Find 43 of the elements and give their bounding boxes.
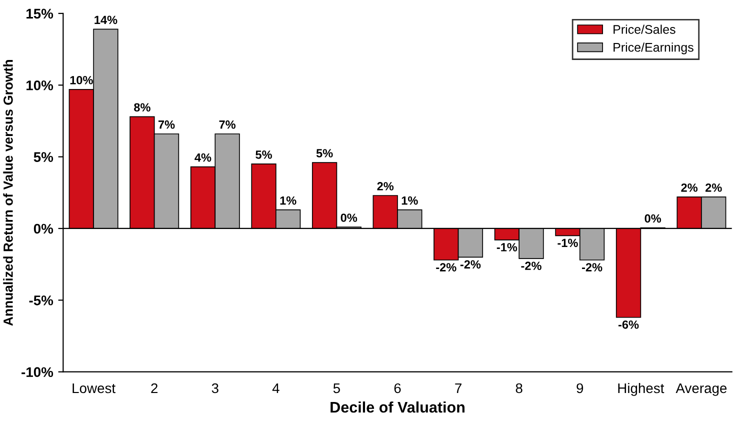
x-tick-label: 2 — [151, 383, 158, 394]
data-label: 2% — [681, 183, 698, 192]
data-label: -1% — [558, 238, 578, 248]
y-tick-label: 0% — [34, 224, 54, 234]
y-tick-label: -10% — [22, 367, 54, 378]
data-label: 1% — [402, 196, 418, 205]
x-tick-label: Average — [676, 383, 727, 396]
x-tick-label: 8 — [516, 383, 522, 394]
x-tick-label: 3 — [212, 383, 218, 394]
x-tick-label: 4 — [272, 383, 280, 394]
x-axis-title: Decile of Valuation — [330, 401, 464, 413]
data-label: 2% — [705, 183, 722, 192]
data-label: -2% — [582, 263, 602, 272]
data-label: 14% — [94, 16, 118, 24]
data-label: -2% — [521, 262, 542, 270]
data-label: 0% — [644, 214, 662, 223]
data-label: 1% — [280, 196, 296, 205]
x-tick-label: 5 — [333, 383, 340, 394]
data-label: 8% — [134, 103, 150, 112]
data-label: 7% — [158, 120, 175, 129]
y-axis-title: Annualized Return of Value versus Growth — [3, 60, 13, 326]
legend-label: Price/Sales — [614, 24, 676, 34]
data-label: 2% — [377, 182, 394, 190]
data-label: 0% — [340, 214, 358, 222]
legend-label: Price/Earnings — [614, 42, 694, 54]
y-tick-label: 5% — [34, 152, 54, 162]
data-label: 5% — [316, 149, 333, 158]
x-tick-label: Lowest — [72, 383, 116, 394]
data-label: 5% — [256, 150, 272, 159]
y-tick-label: 10% — [26, 80, 54, 90]
data-label: -6% — [618, 320, 639, 329]
data-label: -2% — [436, 263, 456, 272]
x-tick-label: 6 — [394, 383, 401, 394]
data-label: 4% — [194, 153, 212, 162]
y-tick-label: 15% — [26, 8, 54, 19]
data-label: 10% — [70, 76, 93, 84]
x-tick-label: 7 — [455, 383, 462, 394]
data-label: 7% — [219, 120, 236, 129]
x-tick-label: 9 — [576, 383, 584, 394]
x-tick-label: Highest — [618, 382, 664, 396]
data-label: -1% — [496, 243, 518, 252]
data-label: -2% — [460, 260, 481, 269]
y-tick-label: -5% — [29, 296, 54, 306]
